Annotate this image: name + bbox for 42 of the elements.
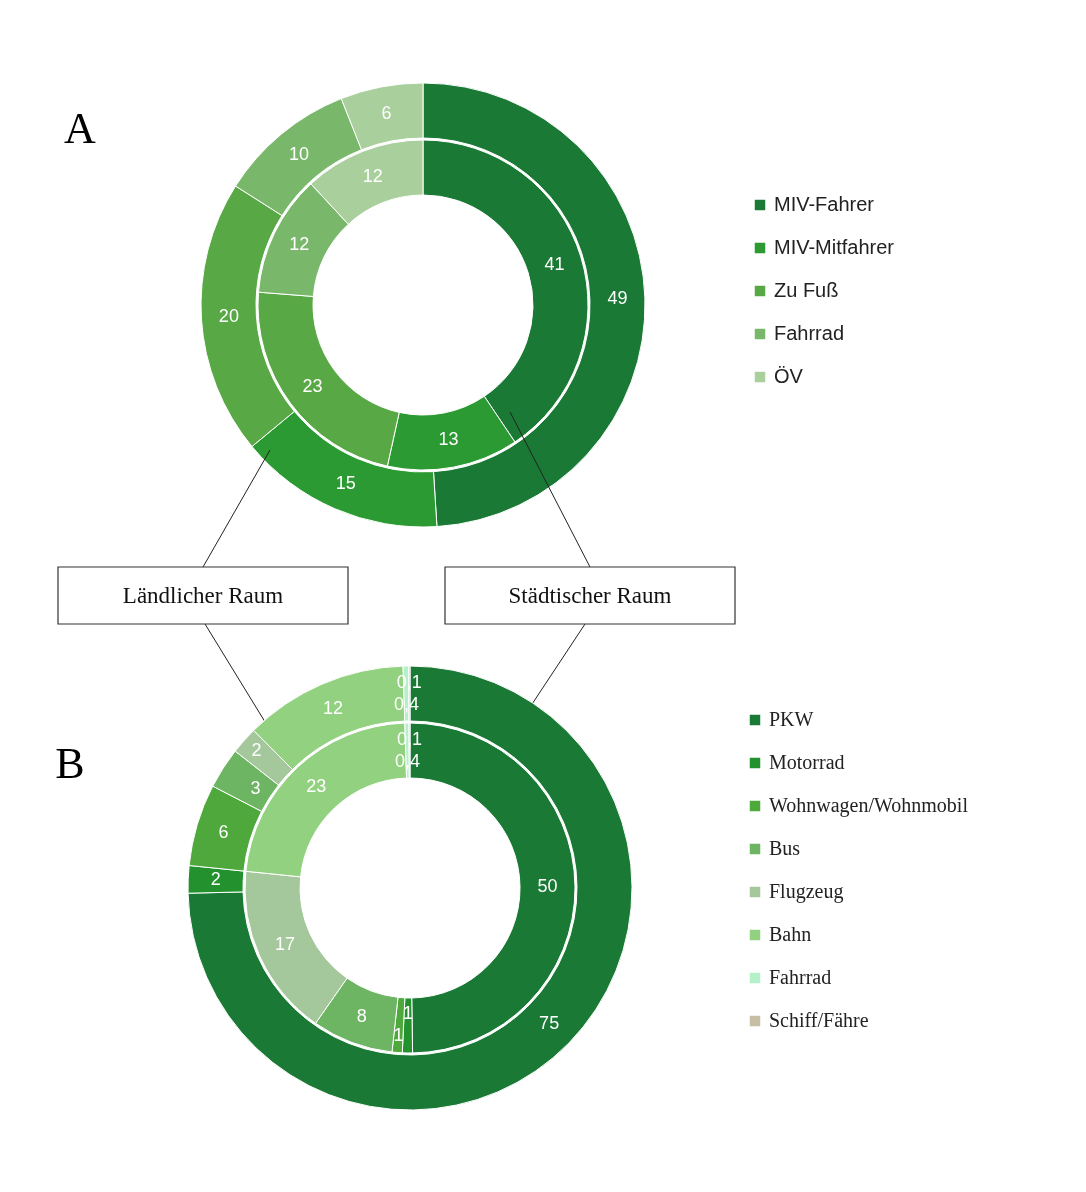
- slice-label: Städtischer Raum: [508, 583, 672, 608]
- legend-label: Flugzeug: [769, 880, 844, 903]
- legend-label: MIV-Fahrer: [774, 193, 875, 215]
- legend-label: Motorrad: [769, 751, 845, 773]
- legend-label: PKW: [769, 708, 814, 730]
- data-label: 2: [210, 869, 221, 890]
- data-label: 1: [393, 1025, 404, 1046]
- legend-label: Bus: [769, 837, 801, 859]
- data-label: 17: [274, 934, 296, 955]
- data-label: 75: [539, 1012, 560, 1033]
- data-label: 12: [289, 234, 310, 255]
- legend-label: Fahrrad: [769, 966, 832, 988]
- data-label: 6: [381, 102, 392, 123]
- data-label: 15: [335, 472, 356, 493]
- legend-label: Bahn: [769, 923, 812, 945]
- data-label: 20: [218, 306, 239, 327]
- text: B: [55, 739, 85, 788]
- data-label: 41: [544, 253, 565, 274]
- data-label: 0,1: [397, 728, 423, 749]
- data-label: 0,4: [395, 750, 421, 771]
- data-label: 12: [323, 698, 344, 719]
- legend-label: Fahrrad: [774, 322, 845, 344]
- data-label: 0,1: [396, 671, 422, 692]
- data-label: 49: [607, 287, 628, 308]
- data-label: 6: [218, 821, 229, 842]
- legend-label: MIV-Mitfahrer: [774, 236, 895, 258]
- text: A: [64, 104, 97, 153]
- data-label: 0,4: [394, 693, 420, 714]
- legend-label: Schiff/Fähre: [769, 1009, 869, 1031]
- data-label: 8: [356, 1005, 367, 1026]
- data-label: 3: [250, 777, 261, 798]
- legend-label: Wohnwagen/Wohnmobil: [769, 794, 969, 817]
- data-label: 23: [302, 375, 323, 396]
- data-label: 2: [251, 740, 262, 761]
- data-label: 13: [438, 429, 459, 450]
- legend-label: Zu Fuß: [774, 279, 839, 301]
- legend-label: ÖV: [774, 365, 804, 387]
- slice-label: Ländlicher Raum: [122, 583, 284, 608]
- data-label: 50: [537, 875, 558, 896]
- data-label: 12: [362, 165, 383, 186]
- data-label: 10: [289, 144, 310, 165]
- data-label: 23: [306, 776, 327, 797]
